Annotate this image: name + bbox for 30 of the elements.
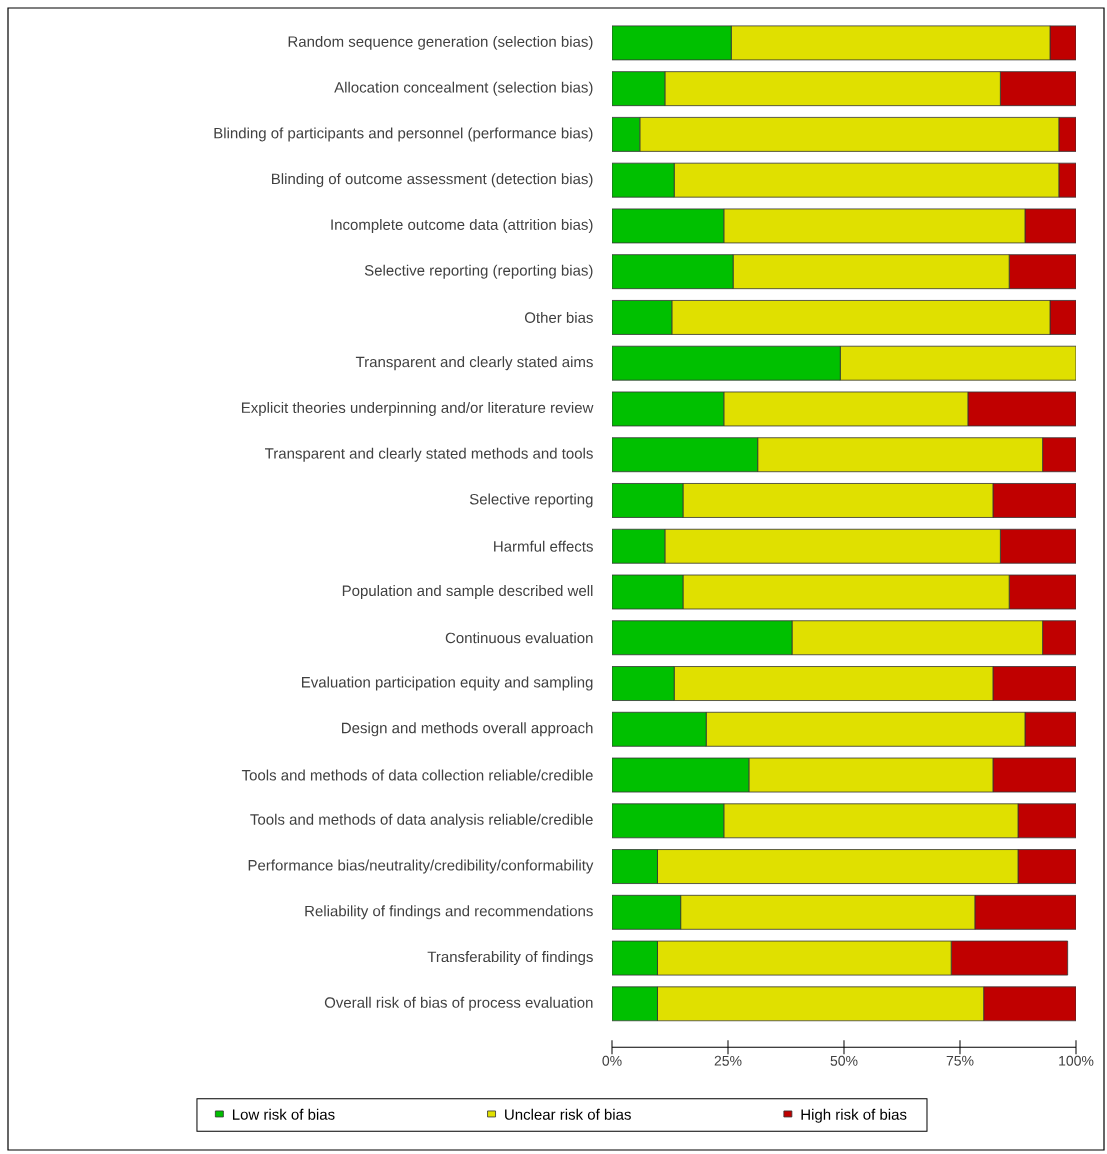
x-tick-label: 25%	[714, 1055, 742, 1066]
y-tick-label: Explicit theories underpinning and/or literature review	[242, 401, 594, 416]
x-tick-label: 100%	[1059, 1055, 1094, 1066]
y-tick-label: Transferability of findings	[427, 951, 593, 966]
y-tick-label: Harmful effects	[494, 540, 593, 552]
legend-label: Unclear risk of bias	[505, 1108, 631, 1120]
y-tick-label: Other bias	[524, 311, 593, 323]
y-tick-label: Continuous evaluation	[445, 632, 593, 644]
y-tick-label: Performance bias/neutrality/credibility/conformability	[248, 859, 594, 874]
y-tick-label: Blinding of outcome assessment (detection bias)	[272, 173, 593, 188]
y-tick-label: Population and sample described well	[342, 585, 593, 599]
x-tick-label: 50%	[830, 1055, 858, 1066]
x-tick-label: 0%	[602, 1055, 622, 1066]
y-tick-label: Transparent and clearly stated aims	[355, 356, 593, 371]
y-tick-label: Tools and methods of data collection reliable/credible	[241, 769, 593, 781]
y-tick-label: Random sequence generation (selection bias)	[288, 35, 593, 50]
y-tick-label: Blinding of participants and personnel (performance bias)	[214, 127, 593, 142]
y-tick-label: Transparent and clearly stated methods and tools	[264, 447, 593, 462]
legend-label: High risk of bias	[801, 1108, 907, 1123]
y-tick-label: Incomplete outcome data (attrition bias)	[331, 218, 593, 233]
y-tick-label: Allocation concealment (selection bias)	[334, 81, 593, 96]
y-tick-label: Tools and methods of data analysis reliable/credible	[250, 813, 593, 828]
x-tick-label: 75%	[946, 1055, 974, 1066]
y-tick-label: Selective reporting	[469, 493, 593, 508]
y-tick-label: Reliability of findings and recommendations	[305, 905, 593, 920]
y-tick-label: Overall risk of bias of process evaluation	[324, 996, 593, 1011]
y-tick-label: Selective reporting (reporting bias)	[364, 264, 593, 279]
legend-label: Low risk of bias	[232, 1108, 335, 1120]
y-tick-label: Evaluation participation equity and sampling	[302, 676, 593, 691]
y-tick-label: Design and methods overall approach	[342, 722, 593, 737]
